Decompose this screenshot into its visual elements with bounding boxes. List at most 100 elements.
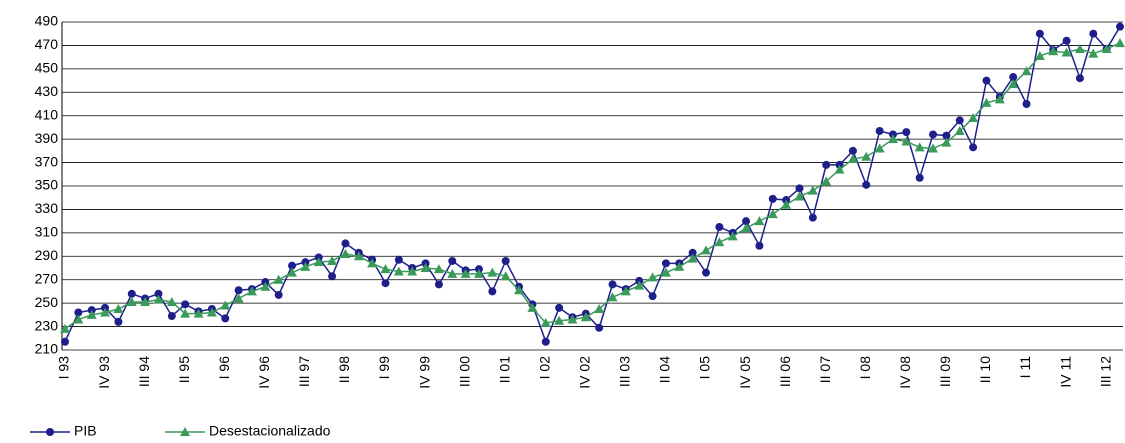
data-point (554, 315, 565, 325)
x-tick-label: I 11 (1017, 356, 1033, 379)
x-tick-label: IV 08 (897, 356, 913, 389)
data-point (887, 134, 898, 144)
data-point (327, 255, 338, 265)
x-tick-label: II 98 (336, 356, 352, 383)
y-tick-label: 250 (35, 294, 59, 310)
data-point (915, 173, 924, 182)
data-point (634, 280, 645, 290)
data-point (487, 267, 498, 277)
data-point (153, 294, 164, 304)
x-tick-label: II 95 (176, 356, 192, 383)
data-point (660, 267, 671, 277)
data-point (567, 314, 578, 324)
x-tick-label: III 00 (456, 356, 472, 387)
data-point (1021, 66, 1032, 76)
y-tick-label: 430 (35, 83, 59, 99)
data-point (1089, 29, 1098, 38)
x-tick-label: III 97 (296, 356, 312, 387)
y-tick-label: 390 (35, 130, 59, 146)
data-point (220, 300, 231, 310)
data-point (994, 94, 1005, 104)
data-point (287, 267, 298, 277)
data-point (473, 268, 484, 278)
y-tick-label: 230 (35, 317, 59, 333)
data-point (955, 116, 964, 125)
x-tick-label: III 94 (136, 356, 152, 387)
data-point (1101, 43, 1112, 53)
data-point (1048, 46, 1059, 56)
data-point (595, 323, 604, 332)
data-point (781, 199, 792, 209)
data-point (541, 337, 550, 346)
data-point (555, 303, 564, 312)
data-point (1022, 100, 1031, 108)
data-point (114, 317, 123, 326)
data-point (702, 268, 711, 277)
data-point (394, 255, 403, 264)
data-point (260, 281, 271, 291)
series-line (64, 26, 1121, 344)
data-point (86, 309, 97, 319)
data-point (448, 256, 457, 265)
data-point (300, 261, 311, 271)
x-tick-label: III 09 (937, 356, 953, 387)
data-point (501, 256, 510, 265)
data-point (288, 261, 297, 270)
data-point (847, 154, 858, 164)
data-point (127, 289, 136, 298)
x-tick-label: I 99 (376, 356, 392, 380)
legend-label: PIB (74, 423, 97, 439)
data-point (1034, 50, 1045, 60)
data-point (580, 312, 591, 322)
x-tick-label: III 06 (777, 356, 793, 387)
data-point (741, 223, 752, 233)
data-point (341, 239, 350, 248)
legend-marker (180, 427, 190, 436)
y-tick-label: 450 (35, 60, 59, 76)
data-point (901, 136, 912, 146)
data-point (1075, 74, 1084, 83)
data-point (246, 286, 257, 296)
data-point (807, 185, 818, 195)
y-tick-label: 210 (35, 341, 59, 357)
data-point (393, 266, 404, 276)
data-point (74, 308, 83, 317)
data-point (1116, 22, 1124, 31)
data-point (822, 160, 831, 169)
data-point (73, 314, 84, 324)
x-tick-label: IV 96 (256, 356, 272, 389)
data-point (167, 312, 176, 321)
data-point (166, 296, 177, 306)
data-point (714, 237, 725, 247)
x-tick-label: III 12 (1097, 356, 1113, 387)
data-point (834, 164, 845, 174)
data-point (193, 308, 204, 318)
data-point (328, 272, 337, 281)
data-point (1035, 29, 1044, 38)
x-tick-label: I 08 (857, 356, 873, 380)
data-point (180, 308, 191, 318)
data-point (514, 285, 525, 295)
data-point (100, 307, 111, 317)
y-tick-label: 350 (35, 177, 59, 193)
data-point (527, 302, 538, 312)
data-point (848, 146, 857, 155)
data-point (1061, 47, 1072, 57)
x-tick-label: II 04 (657, 356, 673, 383)
data-point (1115, 38, 1125, 48)
data-point (795, 184, 804, 193)
data-point (608, 280, 617, 289)
data-point (353, 251, 364, 261)
x-tick-label: IV 02 (577, 356, 593, 389)
data-point (367, 258, 378, 268)
y-tick-label: 490 (35, 13, 59, 29)
data-point (875, 126, 884, 135)
data-point (648, 292, 657, 301)
data-point (929, 130, 938, 139)
data-point (380, 264, 391, 274)
data-point (620, 286, 631, 296)
data-point (1074, 43, 1085, 53)
x-tick-label: II 10 (977, 356, 993, 383)
data-point (661, 259, 670, 268)
